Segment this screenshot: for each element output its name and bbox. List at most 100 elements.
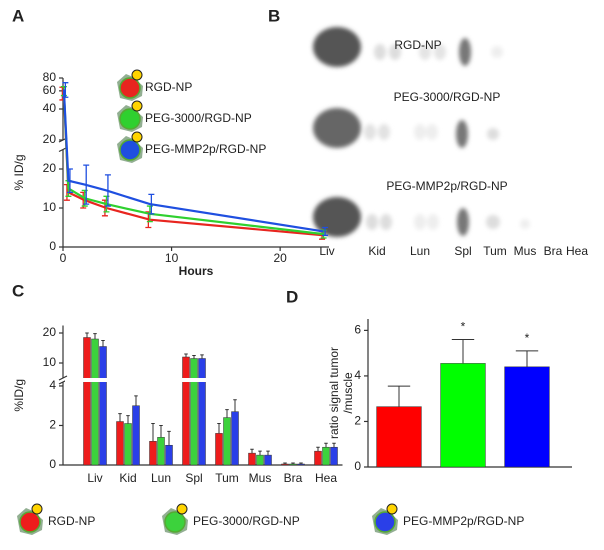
bar — [223, 417, 231, 466]
significance-mark: * — [525, 331, 530, 345]
x-tick-label: Tum — [215, 471, 239, 485]
legend-icon — [372, 503, 398, 535]
bar — [83, 337, 91, 466]
error-bar — [126, 415, 130, 424]
organ-label: Bra — [544, 244, 563, 258]
error-bar — [266, 450, 270, 456]
y-tick-label: 10 — [43, 355, 57, 369]
error-bar — [62, 82, 69, 98]
panel-label: D — [286, 287, 298, 306]
y-tick-label: 40 — [43, 101, 57, 115]
legend-icon — [162, 503, 188, 535]
icon-core — [119, 139, 141, 161]
legend-icon — [117, 100, 143, 132]
bar — [231, 411, 239, 466]
bar — [322, 446, 330, 466]
bar — [165, 444, 173, 466]
icon-core — [119, 77, 141, 99]
error-bar — [66, 168, 73, 194]
bar — [264, 454, 272, 466]
legend-label: RGD-NP — [48, 514, 95, 528]
icon-core — [374, 511, 396, 533]
y-tick-label: 0 — [49, 457, 56, 471]
x-tick-label: 10 — [165, 251, 179, 265]
imaging-blobs — [313, 27, 530, 237]
organ-label: Liv — [319, 244, 334, 258]
y-tick-label: 0 — [49, 239, 56, 253]
error-bar — [250, 448, 254, 454]
error-bar — [283, 462, 287, 465]
y-tick-label: 0 — [354, 459, 361, 473]
error-bar — [299, 462, 303, 465]
bar — [330, 446, 338, 466]
y-axis-label: ratio signal tumor — [327, 347, 341, 439]
legend-label: RGD-NP — [145, 80, 192, 94]
bar — [376, 406, 422, 468]
y-tick-label: 60 — [43, 83, 57, 97]
x-tick-label: Spl — [185, 471, 202, 485]
error-bar — [225, 409, 229, 418]
organ-label: Lun — [410, 244, 430, 258]
y-tick-label: 4 — [49, 378, 56, 392]
legend-label: PEG-MMP2p/RGD-NP — [403, 514, 524, 528]
axis-break-gap — [65, 378, 345, 382]
icon-core — [164, 511, 186, 533]
bar — [157, 437, 165, 466]
y-tick-label: 4 — [354, 368, 361, 382]
imaging-row-label: RGD-NP — [394, 38, 441, 52]
bar — [314, 450, 322, 466]
x-tick-label: Kid — [119, 471, 136, 485]
bar — [289, 463, 297, 466]
bar — [91, 338, 99, 466]
series-line — [62, 89, 324, 233]
y-tick-label: 2 — [354, 414, 361, 428]
error-bar — [134, 395, 138, 406]
y-axis-label: /muscle — [341, 372, 355, 414]
bar — [248, 452, 256, 466]
legend-icon — [17, 503, 43, 535]
error-bar — [104, 174, 111, 207]
organ-label: Mus — [514, 244, 537, 258]
x-tick-label: Lun — [151, 471, 171, 485]
organ-label: Tum — [483, 244, 507, 258]
bar — [132, 405, 140, 466]
y-tick-label: 6 — [354, 323, 361, 337]
legend-label: PEG-3000/RGD-NP — [145, 111, 252, 125]
error-bar — [217, 423, 221, 434]
legend-label: PEG-MMP2p/RGD-NP — [145, 142, 266, 156]
y-tick-label: 20 — [43, 325, 57, 339]
bar — [281, 463, 289, 466]
y-tick-label: 2 — [49, 418, 56, 432]
bar — [99, 346, 107, 466]
error-bar — [451, 338, 475, 364]
error-bar — [515, 350, 539, 367]
y-axis-label: %ID/g — [12, 379, 26, 412]
bar — [440, 363, 486, 468]
bar — [198, 358, 206, 466]
icon-radiation — [131, 100, 143, 112]
error-bar — [184, 353, 188, 357]
error-bar — [148, 193, 155, 215]
error-bar — [332, 442, 336, 448]
error-bar — [85, 332, 89, 338]
organ-label: Spl — [454, 244, 471, 258]
error-bar — [200, 354, 204, 359]
x-tick-label: Hea — [315, 471, 337, 485]
icon-radiation — [131, 131, 143, 143]
bar — [256, 454, 264, 466]
error-bar — [101, 340, 105, 347]
legend-icon — [117, 131, 143, 163]
y-tick-label: 20 — [43, 132, 57, 146]
legend-label: PEG-3000/RGD-NP — [193, 514, 300, 528]
bar — [116, 421, 124, 466]
error-bar — [118, 413, 122, 422]
error-bar — [83, 164, 90, 205]
panel-label: B — [268, 6, 280, 25]
error-bar — [93, 333, 97, 339]
y-axis-label: % ID/g — [12, 154, 26, 190]
x-tick-label: Bra — [284, 471, 303, 485]
imaging-row-label: PEG-3000/RGD-NP — [394, 90, 501, 104]
legend-icon — [117, 69, 143, 101]
x-axis-label: Hours — [179, 264, 214, 278]
